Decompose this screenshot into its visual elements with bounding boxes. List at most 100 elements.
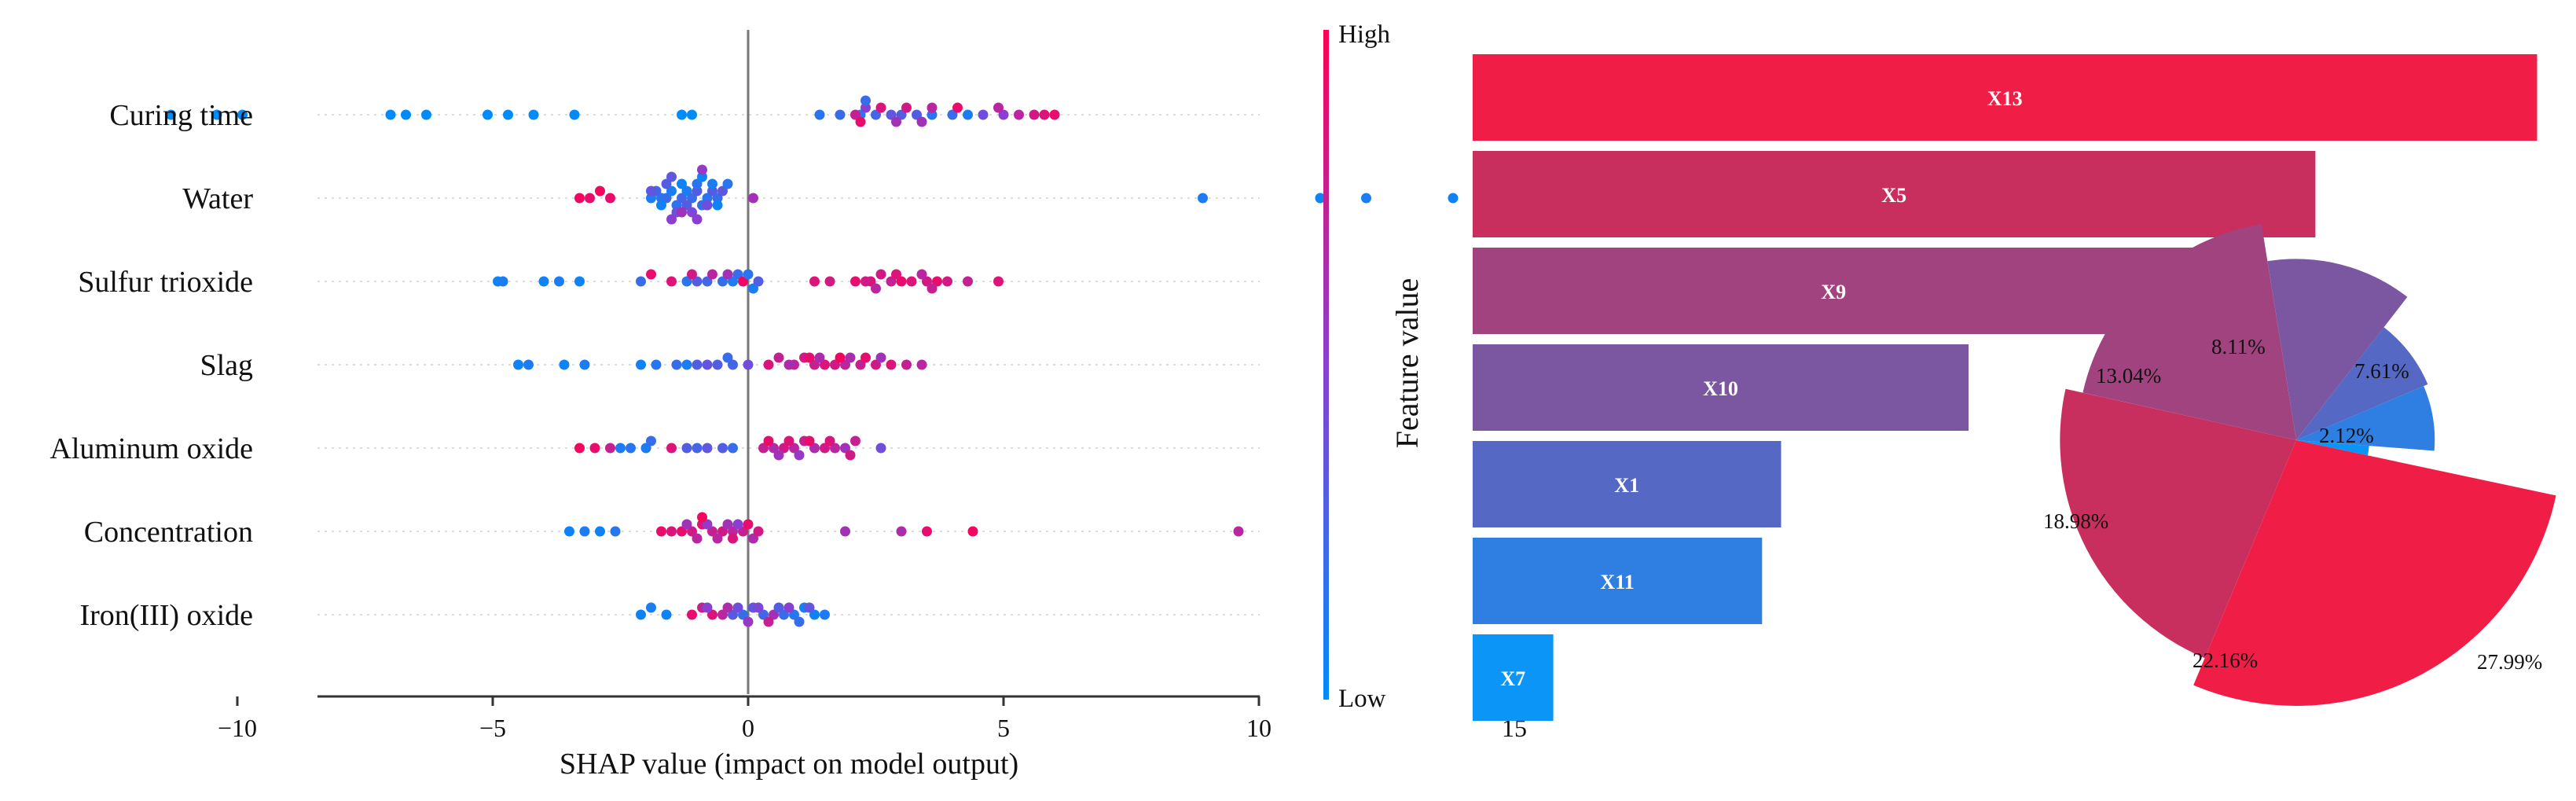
shap-point	[927, 283, 938, 294]
bar-label: X9	[1821, 281, 1846, 303]
colorbar-low-label: Low	[1338, 685, 1386, 713]
shap-point	[702, 359, 713, 370]
rose-slice-label: 27.99%	[2477, 650, 2542, 674]
colorbar-gradient	[1323, 30, 1329, 700]
shap-point	[783, 435, 794, 446]
rose-slice-label: 2.12%	[2319, 424, 2374, 447]
shap-point	[687, 109, 697, 120]
shap-point	[712, 200, 723, 211]
shap-point	[636, 276, 646, 287]
shap-point	[636, 359, 646, 370]
bar-label: X1	[1614, 474, 1639, 497]
shap-point	[978, 109, 989, 120]
shap-point	[702, 602, 713, 613]
shap-point	[804, 435, 815, 446]
shap-point	[702, 519, 713, 530]
shap-point	[615, 443, 626, 454]
shap-point	[677, 193, 687, 204]
shap-point	[835, 109, 846, 120]
shap-point	[1315, 193, 1326, 204]
shap-point	[1014, 109, 1024, 120]
shap-point	[901, 102, 912, 113]
shap-point	[702, 193, 713, 204]
shap-point	[922, 276, 932, 287]
shap-point	[564, 526, 574, 537]
shap-point	[794, 450, 805, 461]
shap-point	[589, 443, 600, 454]
shap-point	[712, 193, 723, 204]
shap-point	[666, 443, 677, 454]
shap-point	[401, 109, 411, 120]
shap-point	[605, 443, 615, 454]
feature-label: Iron(III) oxide	[79, 599, 253, 632]
shap-point	[916, 359, 927, 370]
shap-point	[585, 193, 595, 204]
shap-point	[687, 269, 697, 280]
shap-point	[998, 109, 1009, 120]
shap-point	[656, 200, 666, 211]
shap-point	[896, 276, 907, 287]
shap-point	[646, 186, 656, 197]
shap-point	[743, 616, 754, 627]
x-tick-label: 5	[997, 714, 1010, 742]
shap-point	[1029, 109, 1040, 120]
shap-point	[646, 435, 656, 446]
shap-point	[738, 526, 748, 537]
shap-point	[763, 359, 774, 370]
shap-beeswarm-chart: Curing time Water Sulfur trioxide Slag Alumi…	[50, 30, 1527, 781]
shap-point	[824, 435, 835, 446]
shap-point	[891, 269, 901, 280]
shap-point	[712, 533, 723, 544]
rose-slice-2	[2193, 440, 2556, 706]
shap-point	[850, 435, 861, 446]
shap-point	[681, 443, 692, 454]
shap-point	[927, 109, 938, 120]
shap-point	[728, 609, 738, 620]
shap-point	[421, 109, 431, 120]
shap-point	[681, 519, 692, 530]
shap-point	[646, 193, 656, 204]
shap-point	[891, 116, 901, 127]
shap-point	[722, 519, 733, 530]
shap-point	[850, 276, 861, 287]
shap-point	[1198, 193, 1208, 204]
shap-point	[916, 116, 927, 127]
shap-point	[707, 609, 717, 620]
shap-point	[666, 171, 677, 182]
shap-point	[947, 109, 958, 120]
shap-point	[671, 200, 682, 211]
shap-point	[732, 602, 743, 613]
shap-point	[993, 276, 1004, 287]
shap-point	[773, 352, 784, 363]
feature-label: Sulfur trioxide	[78, 266, 253, 299]
shap-point	[809, 609, 820, 620]
shap-point	[707, 186, 717, 197]
bar-X11	[1473, 538, 1763, 624]
shap-point	[738, 276, 748, 287]
shap-point	[595, 526, 605, 537]
shap-point	[875, 352, 886, 363]
shap-point	[681, 200, 692, 211]
shap-point	[677, 207, 687, 218]
feature-labels: Curing time Water Sulfur trioxide Slag Alumi…	[50, 99, 253, 632]
shap-point	[579, 359, 590, 370]
rose-slice-3	[2060, 388, 2296, 659]
x-tick-label: −10	[218, 714, 257, 742]
shap-point	[855, 116, 866, 127]
shap-point	[646, 602, 656, 613]
shap-point	[769, 443, 779, 454]
shap-point	[707, 526, 717, 537]
colorbar-high-label: High	[1338, 20, 1391, 49]
rose-slice-6	[2296, 327, 2428, 440]
x-tick-label: 0	[742, 714, 754, 742]
shap-point	[886, 276, 897, 287]
feature-label: Curing time	[109, 99, 253, 132]
rose-slice-label: 8.11%	[2211, 335, 2266, 358]
shap-point	[763, 435, 774, 446]
bar-X10	[1473, 344, 1969, 431]
shap-point	[845, 352, 856, 363]
shap-point	[666, 186, 677, 197]
shap-point	[748, 283, 758, 294]
shap-point	[916, 269, 927, 280]
shap-point	[666, 214, 677, 225]
